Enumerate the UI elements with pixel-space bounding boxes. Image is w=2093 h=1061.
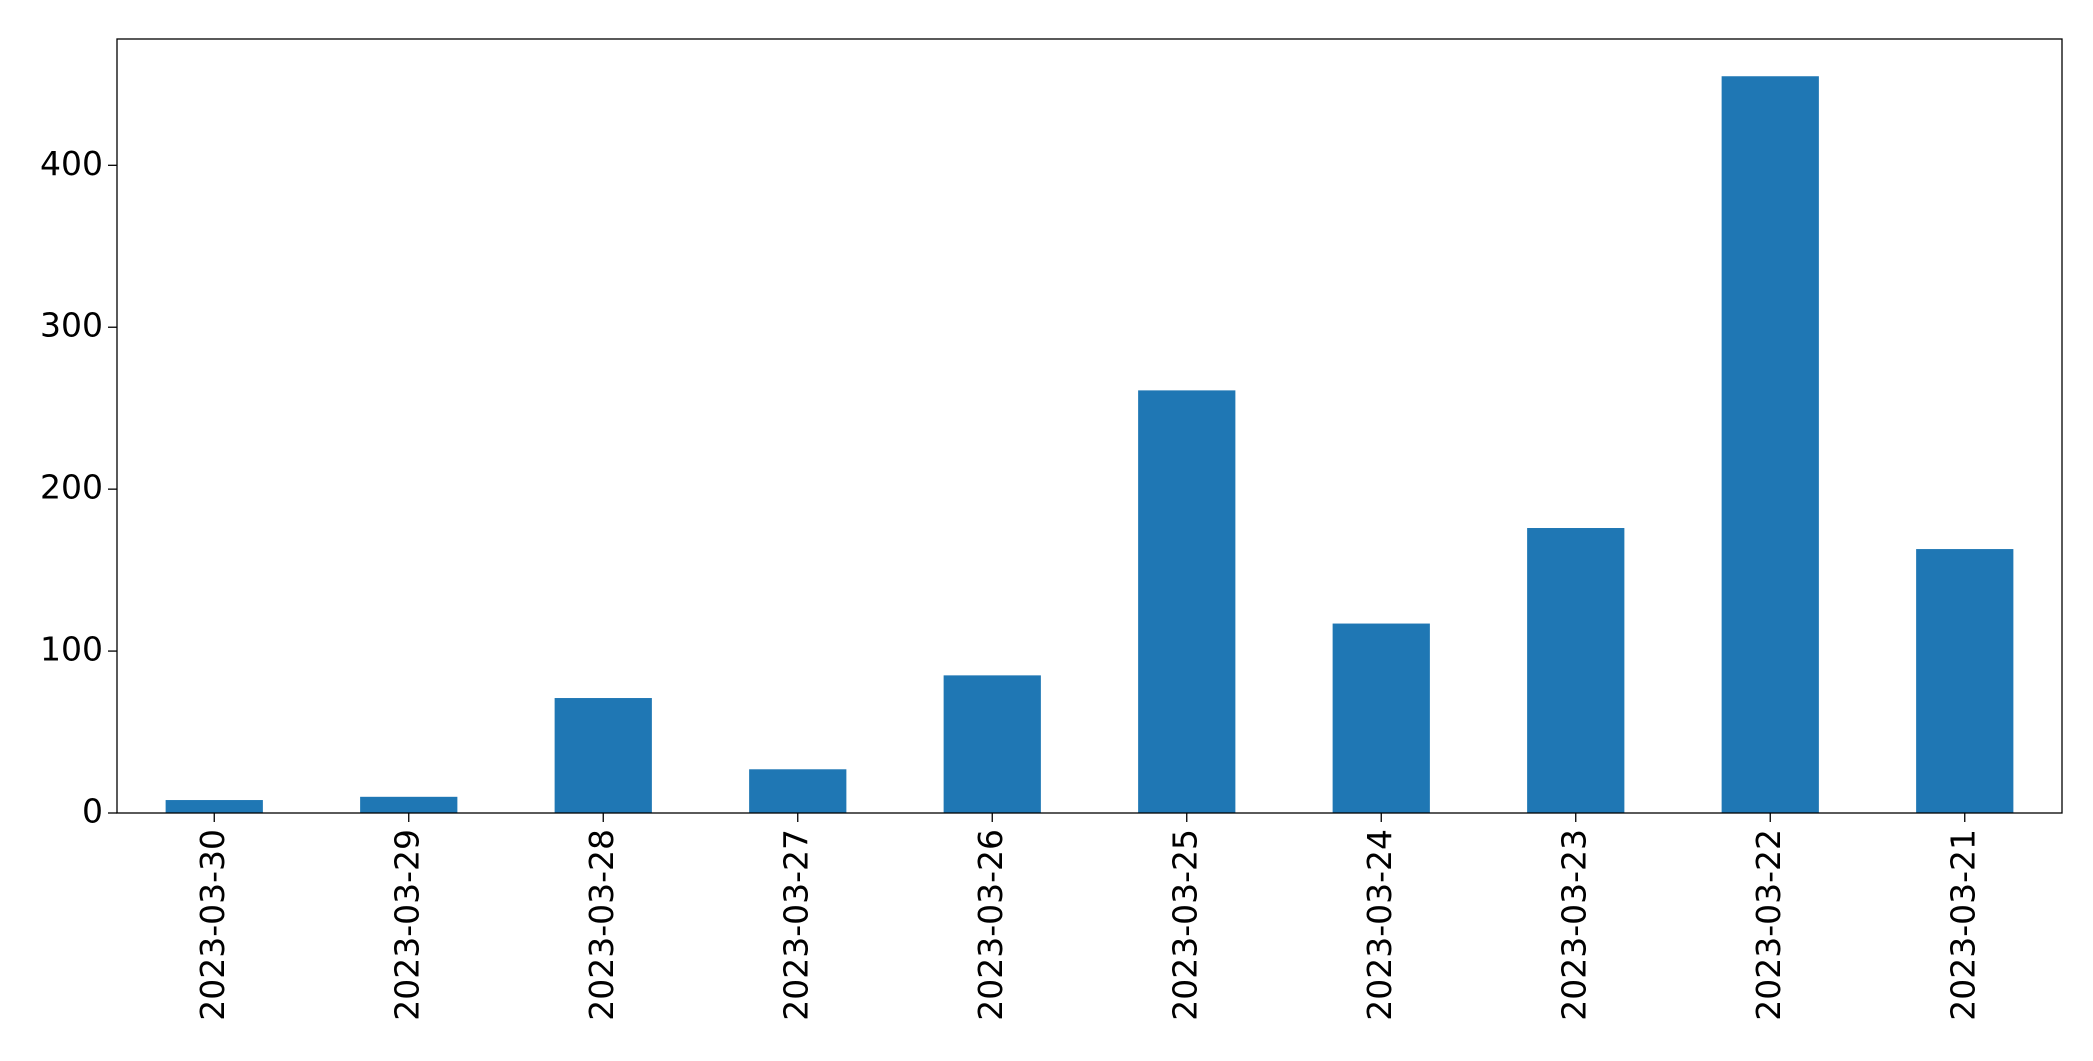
x-tick-label: 2023-03-27 [776, 829, 815, 1021]
y-tick-label: 200 [40, 468, 103, 507]
bar [1138, 390, 1236, 813]
y-tick-label: 100 [40, 630, 103, 669]
plot-area: 0 100 200 300 400 2023-03-30 2023-03-29 2023-03… [40, 76, 2014, 1021]
bar [1721, 76, 1819, 813]
y-tick-label: 300 [40, 306, 103, 345]
bar [554, 698, 652, 813]
x-tick-label: 2023-03-22 [1749, 829, 1788, 1021]
bar [1527, 528, 1625, 813]
x-tick-label: 2023-03-23 [1554, 829, 1593, 1021]
y-tick-label: 400 [40, 144, 103, 183]
bar [1916, 549, 2014, 813]
x-tick-label: 2023-03-21 [1943, 829, 1982, 1021]
x-tick-label: 2023-03-25 [1165, 829, 1204, 1021]
bar [360, 796, 458, 813]
bar [165, 800, 263, 813]
axes-frame [116, 38, 2063, 814]
y-tick-label: 0 [82, 792, 103, 831]
bar [749, 769, 847, 813]
x-tick-label: 2023-03-24 [1360, 829, 1399, 1021]
x-tick-label: 2023-03-28 [582, 829, 621, 1021]
bar [943, 675, 1041, 813]
x-tick-label: 2023-03-29 [387, 829, 426, 1021]
x-tick-label: 2023-03-26 [971, 829, 1010, 1021]
x-tick-label: 2023-03-30 [193, 829, 232, 1021]
bar [1332, 623, 1430, 813]
